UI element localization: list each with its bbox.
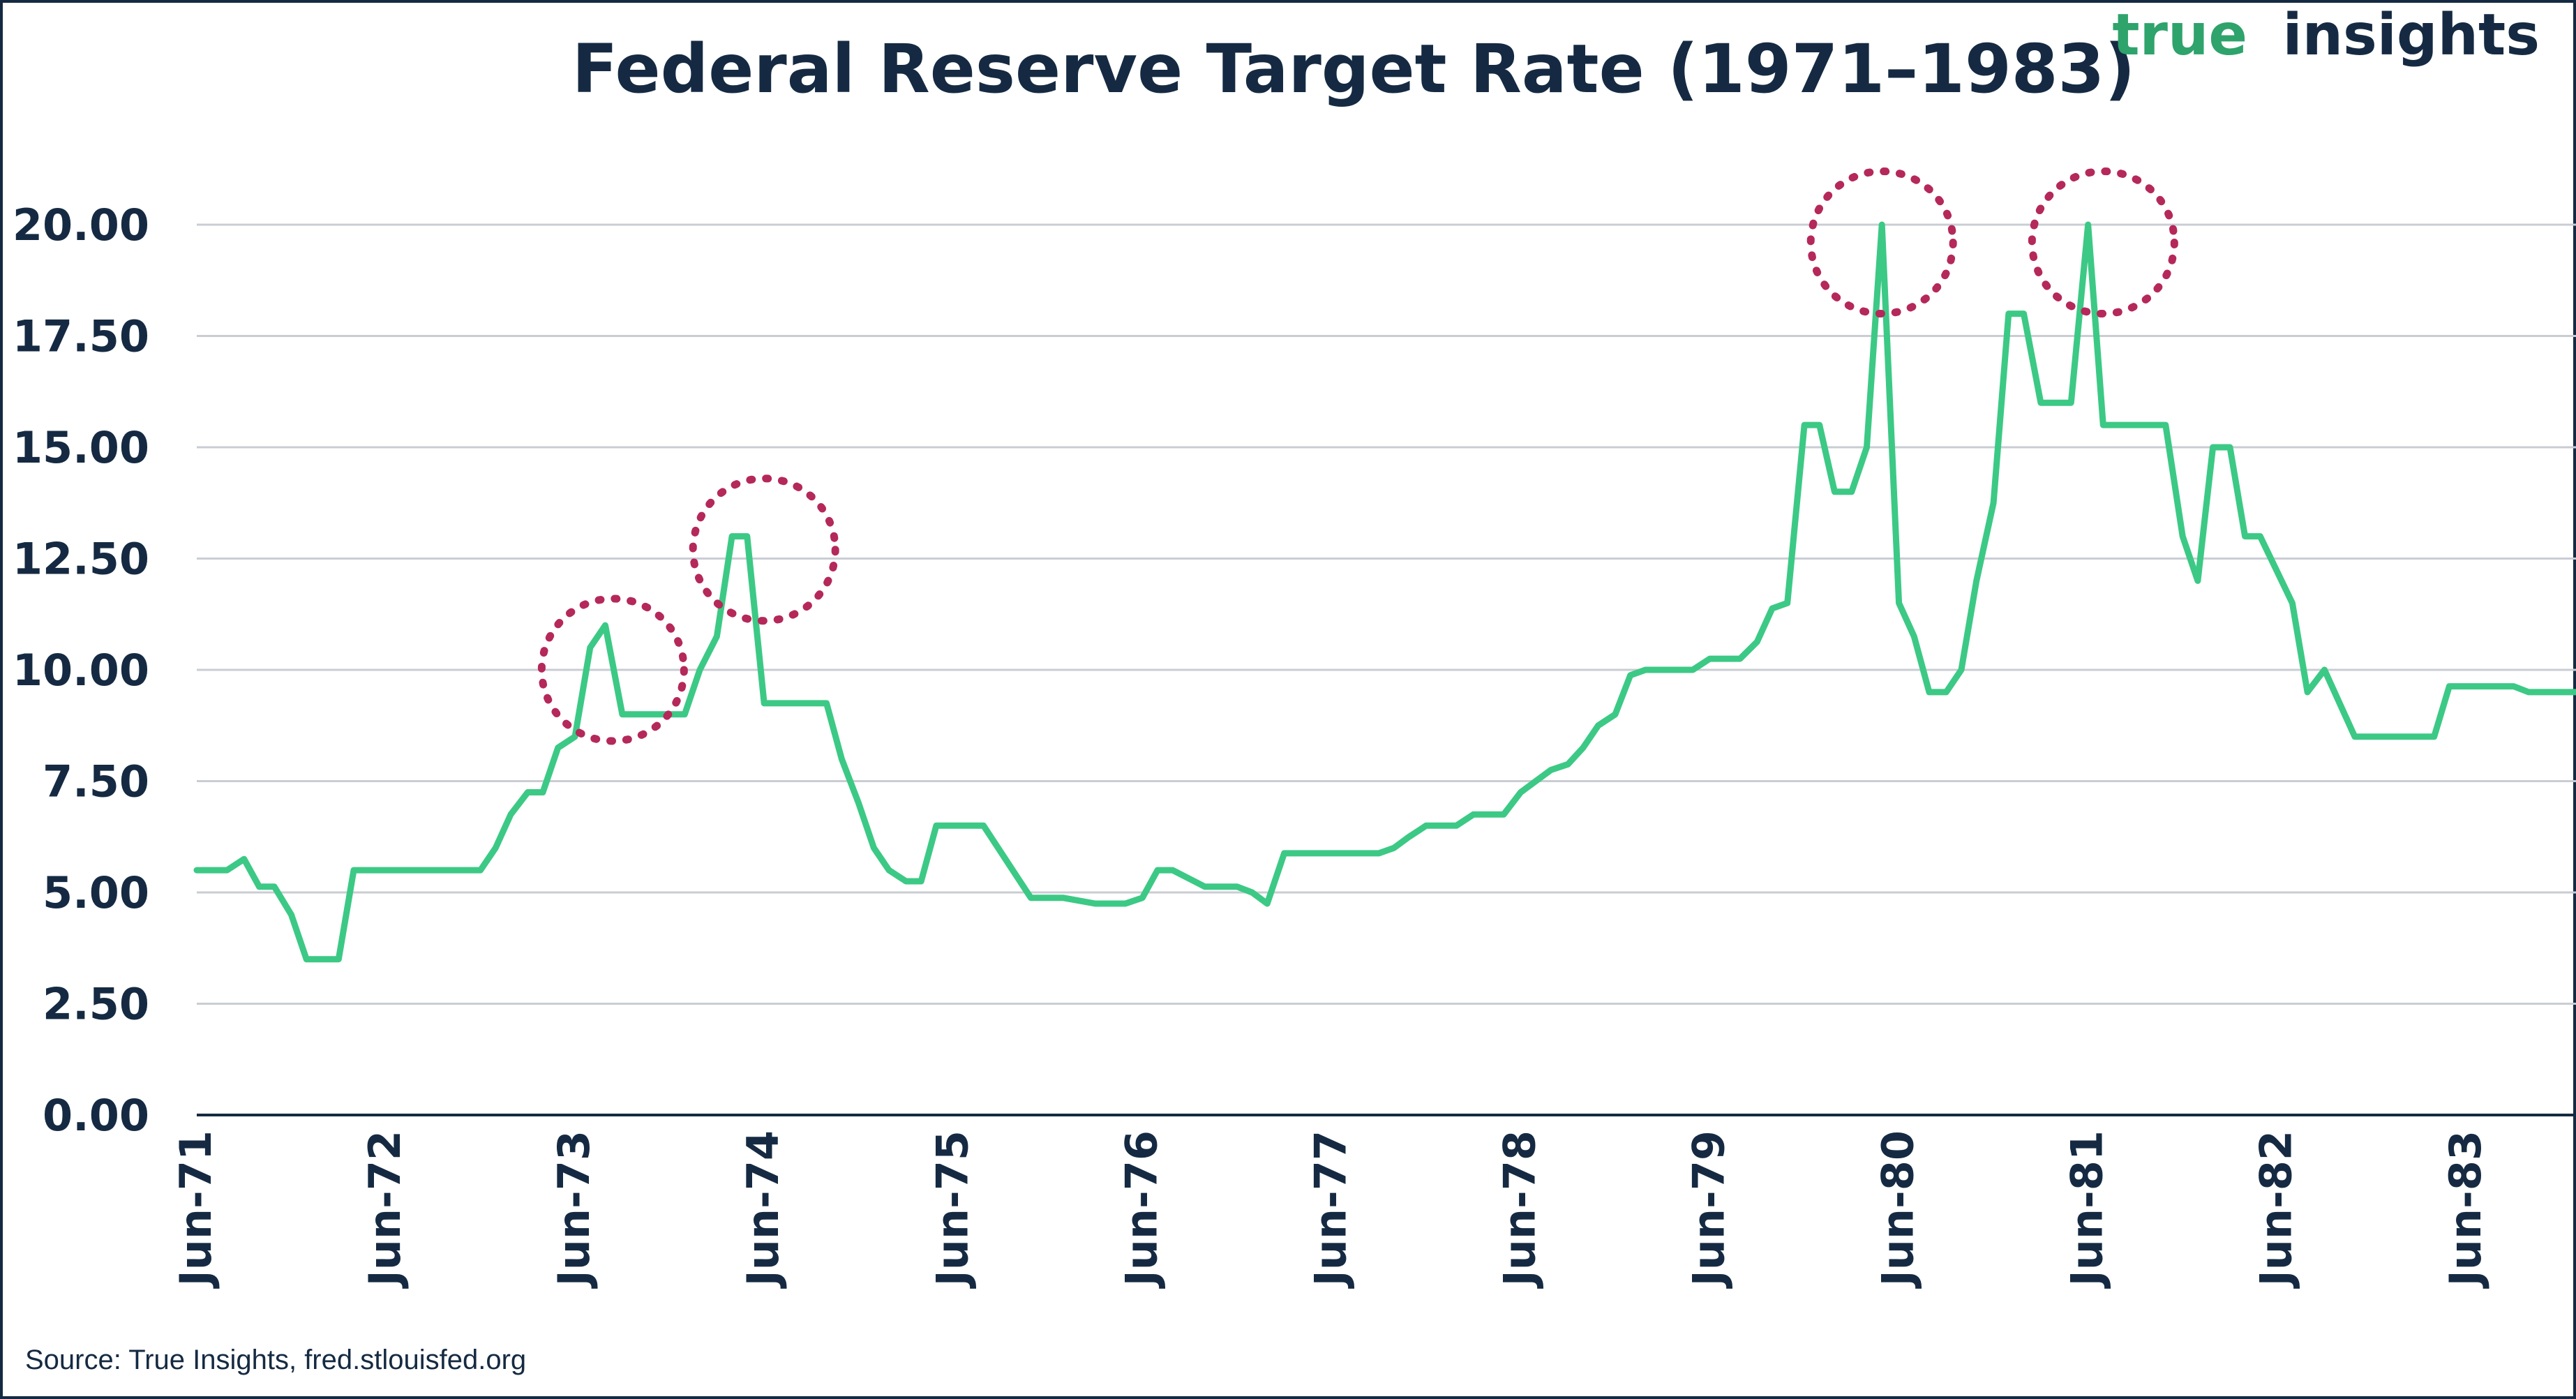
- peak-highlight-circle: [537, 594, 688, 745]
- series-line: [193, 221, 2576, 963]
- x-tick-label: Jun-78: [1494, 1130, 1545, 1289]
- y-tick-label: 7.50: [43, 756, 149, 807]
- x-tick-label: Jun-74: [737, 1130, 788, 1289]
- x-tick-label: Jun-83: [2440, 1130, 2491, 1289]
- y-tick-label: 15.00: [13, 422, 149, 473]
- logo-word-true: true: [2112, 2, 2247, 68]
- y-axis-ticks: 0.00 2.50 5.00 7.50 10.00 12.50 15.00 17.50 20.0…: [13, 200, 149, 1141]
- svg-text:true insights: true insights: [2112, 2, 2540, 68]
- x-tick-label: Jun-73: [548, 1130, 599, 1289]
- x-tick-label: Jun-81: [2062, 1130, 2113, 1289]
- x-tick-label: Jun-71: [170, 1130, 221, 1289]
- y-tick-label: 12.50: [13, 534, 149, 585]
- y-tick-label: 5.00: [43, 867, 149, 918]
- series-layer: [193, 221, 2576, 963]
- y-tick-label: 2.50: [43, 979, 149, 1030]
- x-tick-label: Jun-82: [2251, 1130, 2302, 1289]
- x-tick-label: Jun-75: [927, 1130, 978, 1289]
- y-tick-label: 0.00: [43, 1090, 149, 1141]
- x-tick-label: Jun-80: [1873, 1130, 1924, 1289]
- peak-highlight-circle: [2028, 167, 2178, 318]
- logo-word-insights: insights: [2283, 2, 2540, 68]
- peak-highlight-circle: [1806, 167, 1957, 318]
- y-tick-label: 17.50: [13, 311, 149, 362]
- y-tick-label: 20.00: [13, 200, 149, 250]
- x-tick-label: Jun-76: [1116, 1130, 1167, 1289]
- x-tick-label: Jun-72: [359, 1130, 410, 1289]
- source-note: Source: True Insights, fred.stlouisfed.o…: [25, 1345, 526, 1375]
- chart-title: Federal Reserve Target Rate (1971–1983): [572, 30, 2135, 108]
- y-tick-label: 10.00: [13, 645, 149, 696]
- peak-highlight-circle: [689, 474, 839, 625]
- x-axis-ticks: Jun-71 Jun-72 Jun-73 Jun-74 Jun-75 Jun-76 Jun-…: [170, 1130, 2491, 1289]
- x-tick-label: Jun-79: [1684, 1130, 1735, 1289]
- grid-lines: [197, 223, 2576, 1116]
- x-tick-label: Jun-77: [1305, 1130, 1356, 1289]
- peak-highlights: [537, 167, 2178, 745]
- brand-logo: true insights: [2112, 2, 2540, 68]
